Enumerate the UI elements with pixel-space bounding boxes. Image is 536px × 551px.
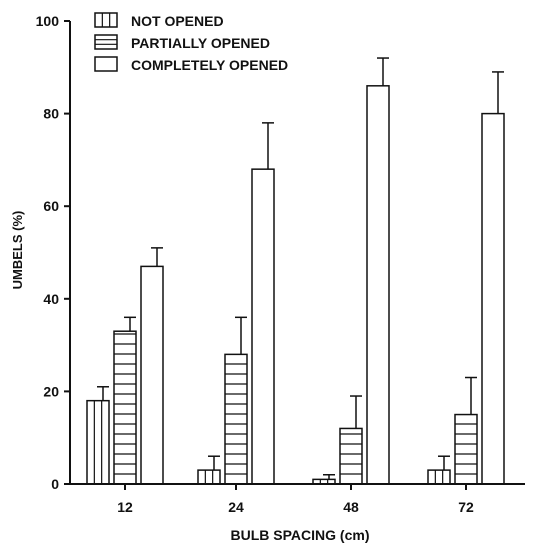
x-tick-label: 48 <box>343 499 359 515</box>
legend-label: PARTIALLY OPENED <box>131 35 270 51</box>
legend-item: COMPLETELY OPENED <box>94 56 288 73</box>
bar-solid <box>366 85 390 485</box>
error-bar-group <box>97 57 504 480</box>
bar-group <box>86 85 505 485</box>
y-tick-label: 60 <box>43 198 59 214</box>
y-tick-label: 100 <box>36 13 60 29</box>
bar-vertical-lines <box>427 469 451 485</box>
bar-vertical-lines <box>86 399 110 485</box>
y-tick-label: 80 <box>43 106 59 122</box>
legend-item: PARTIALLY OPENED <box>94 34 270 51</box>
legend-swatch <box>94 56 118 72</box>
chart-legend: NOT OPENED PARTIALLY OPENED COMPLETELY OPE… <box>94 12 288 73</box>
x-tick-label: 72 <box>458 499 474 515</box>
y-tick-label: 40 <box>43 291 59 307</box>
plot-area: 0 20 40 60 80 100 12 24 48 72 <box>36 13 525 515</box>
y-tick-label: 20 <box>43 383 59 399</box>
bar-solid <box>140 265 164 485</box>
bar-vertical-lines <box>197 469 221 485</box>
y-axis-label: UMBELS (%) <box>10 211 25 290</box>
bar-horizontal-lines <box>113 330 137 485</box>
bar-solid <box>251 168 275 485</box>
legend-label: COMPLETELY OPENED <box>131 57 288 73</box>
legend-item: NOT OPENED <box>94 12 224 29</box>
bar-horizontal-lines <box>454 413 478 485</box>
legend-swatch <box>94 12 118 28</box>
x-tick-label: 24 <box>228 499 244 515</box>
y-axis-ticks: 0 20 40 60 80 100 <box>36 13 70 492</box>
x-axis-ticks: 12 24 48 72 <box>117 484 474 515</box>
y-tick-label: 0 <box>51 476 59 492</box>
bar-horizontal-lines <box>339 427 363 485</box>
x-tick-label: 12 <box>117 499 133 515</box>
x-axis-label: BULB SPACING (cm) <box>231 527 370 543</box>
bar-horizontal-lines <box>224 353 248 485</box>
bar-solid <box>481 112 505 485</box>
legend-swatch <box>94 34 118 50</box>
legend-label: NOT OPENED <box>131 13 224 29</box>
